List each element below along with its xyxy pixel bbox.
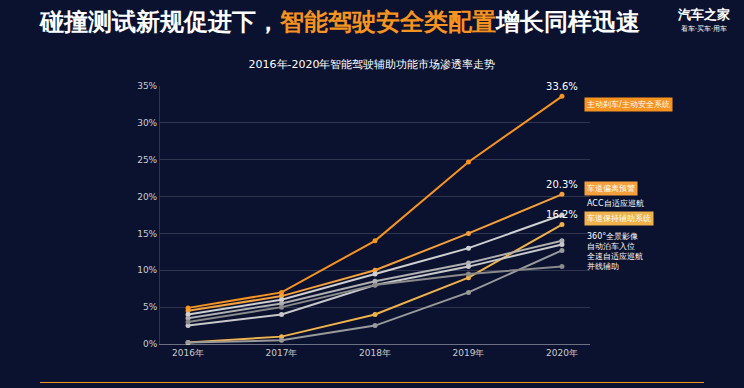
- svg-text:5%: 5%: [143, 302, 158, 312]
- svg-text:并线辅助: 并线辅助: [587, 262, 619, 271]
- svg-text:10%: 10%: [137, 265, 157, 275]
- svg-text:20%: 20%: [137, 192, 157, 202]
- html-text:碰撞测试新规促进下，智能驾驶安全类配置增长同样迅速: 碰撞测试新规促进下，智能驾驶安全类配置增长同样迅速: [40, 8, 640, 36]
- html-text:看车·买车·用车: 看车·买车·用车: [680, 25, 728, 33]
- svg-text:全速自适应巡航: 全速自适应巡航: [587, 252, 643, 261]
- svg-text:ACC自适应巡航: ACC自适应巡航: [587, 199, 644, 208]
- svg-text:2019年: 2019年: [453, 348, 485, 358]
- svg-text:15%: 15%: [137, 229, 157, 239]
- svg-text:2016年-2020年智能驾驶辅助功能市场渗透率走势: 2016年-2020年智能驾驶辅助功能市场渗透率走势: [249, 58, 496, 71]
- html-text:汽车之家: 汽车之家: [678, 7, 730, 22]
- svg-text:车道偏离预警: 车道偏离预警: [587, 184, 635, 193]
- svg-text:车道保持辅助系统: 车道保持辅助系统: [587, 214, 651, 223]
- svg-text:35%: 35%: [137, 81, 157, 91]
- svg-text:自动泊车入位: 自动泊车入位: [587, 242, 635, 251]
- svg-text:25%: 25%: [137, 155, 157, 165]
- svg-text:33.6%: 33.6%: [546, 81, 578, 92]
- svg-text:360°全景影像: 360°全景影像: [587, 232, 638, 241]
- svg-text:16.2%: 16.2%: [546, 209, 578, 220]
- svg-text:2020年: 2020年: [546, 348, 578, 358]
- svg-text:2017年: 2017年: [266, 348, 298, 358]
- svg-text:30%: 30%: [137, 118, 157, 128]
- svg-text:20.3%: 20.3%: [546, 179, 578, 190]
- svg-text:2016年: 2016年: [172, 348, 204, 358]
- svg-text:0%: 0%: [143, 339, 158, 349]
- svg-text:主动刹车/主动安全系统: 主动刹车/主动安全系统: [587, 100, 670, 109]
- svg-text:2018年: 2018年: [359, 348, 391, 358]
